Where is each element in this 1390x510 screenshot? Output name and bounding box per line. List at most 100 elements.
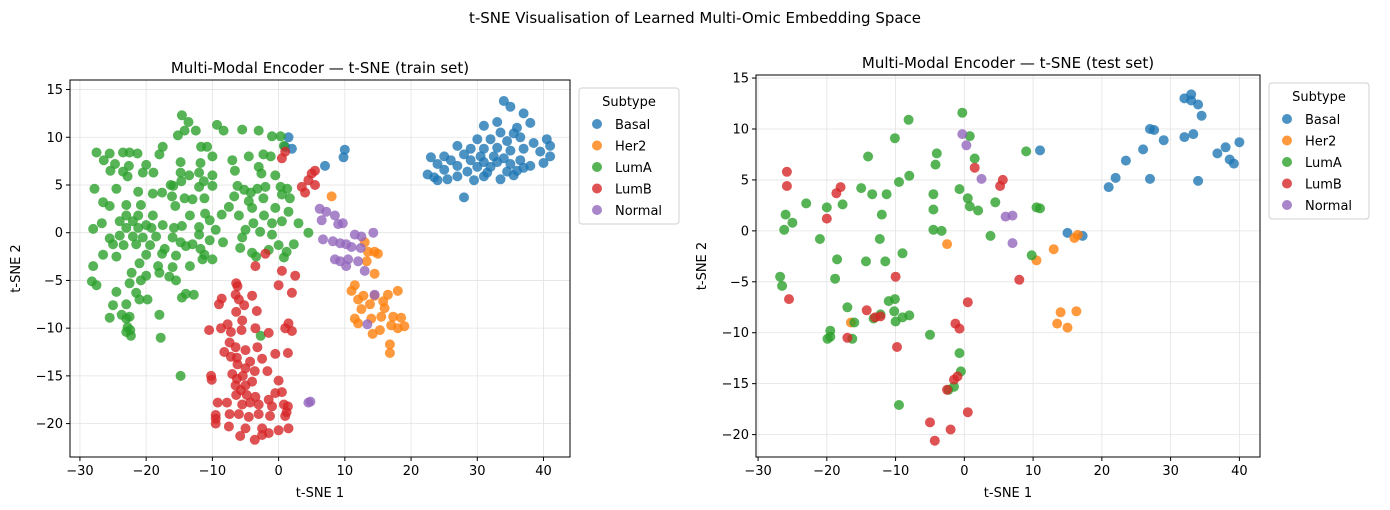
y-tick-label: −15 (722, 377, 749, 392)
data-point-luma (104, 312, 115, 323)
data-point-lumb (231, 390, 242, 400)
data-point-basal (535, 146, 546, 157)
data-point-luma (928, 204, 939, 215)
data-point-luma (111, 183, 122, 194)
data-point-basal (518, 108, 529, 119)
data-point-luma (260, 181, 271, 192)
x-tick-label: −30 (66, 464, 93, 479)
data-point-luma (194, 181, 205, 192)
data-point-lumb (240, 345, 251, 356)
data-point-basal (283, 132, 294, 143)
x-axis-label: t-SNE 1 (296, 486, 344, 501)
data-point-her2 (353, 294, 364, 305)
data-point-luma (108, 300, 118, 311)
x-tick-label: 10 (1025, 464, 1042, 479)
data-point-luma (167, 191, 177, 202)
data-point-luma (131, 239, 142, 250)
legend-marker-basal (592, 119, 602, 129)
data-point-lumb (276, 387, 287, 398)
data-point-lumb (224, 409, 235, 420)
data-point-luma (134, 294, 145, 305)
x-tick-label: 30 (1162, 464, 1179, 479)
data-point-basal (439, 164, 450, 175)
data-point-lumb (225, 351, 236, 362)
data-point-lumb (784, 294, 794, 305)
data-point-luma (165, 180, 176, 190)
y-tick-label: 0 (55, 226, 63, 241)
legend-label-lumb: LumB (615, 183, 652, 198)
data-point-luma (111, 286, 122, 297)
series-luma (775, 107, 1045, 410)
data-point-lumb (260, 248, 271, 259)
data-point-luma (837, 199, 848, 210)
data-point-basal (1120, 155, 1131, 166)
data-point-luma (170, 201, 181, 211)
data-point-her2 (392, 323, 403, 334)
legend-marker-luma (1282, 157, 1292, 167)
data-point-luma (127, 231, 138, 242)
data-point-luma (91, 147, 102, 158)
data-point-her2 (392, 285, 403, 296)
data-point-luma (293, 218, 304, 229)
data-point-lumb (842, 332, 853, 343)
data-point-basal (472, 161, 483, 172)
data-point-lumb (263, 428, 274, 439)
data-point-luma (930, 159, 941, 170)
data-point-lumb (995, 181, 1006, 191)
data-point-her2 (356, 304, 367, 315)
data-point-luma (118, 240, 129, 251)
data-point-normal (368, 227, 379, 238)
legend-marker-her2 (592, 140, 602, 151)
data-point-normal (346, 242, 357, 252)
data-point-basal (508, 170, 519, 181)
x-tick-label: 20 (1094, 464, 1111, 479)
legend-marker-normal (1282, 200, 1292, 210)
data-point-basal (465, 155, 476, 166)
data-point-lumb (273, 375, 284, 386)
data-point-lumb (273, 425, 284, 436)
data-point-luma (121, 210, 132, 221)
data-point-lumb (952, 371, 963, 382)
data-point-her2 (369, 268, 380, 279)
data-point-luma (135, 275, 146, 286)
data-point-basal (445, 155, 456, 166)
data-point-luma (821, 202, 832, 213)
legend-box (578, 87, 680, 225)
data-point-lumb (303, 175, 314, 186)
data-point-luma (1021, 146, 1032, 157)
data-point-lumb (267, 401, 277, 412)
y-tick-label: −20 (722, 428, 749, 443)
y-tick-label: 10 (732, 122, 749, 137)
data-point-luma (147, 210, 158, 221)
data-point-luma (184, 261, 195, 272)
data-point-lumb (263, 327, 274, 338)
data-point-luma (278, 252, 289, 263)
data-point-basal (538, 158, 549, 168)
data-point-normal (359, 265, 370, 276)
series-lumb (204, 146, 320, 445)
data-point-basal (1138, 144, 1149, 155)
data-point-luma (218, 125, 229, 136)
legend-marker-lumb (592, 183, 602, 194)
chart-title: Multi-Modal Encoder — t-SNE (test set) (862, 54, 1154, 72)
data-point-lumb (249, 366, 260, 377)
data-point-luma (179, 193, 190, 204)
data-point-basal (1188, 129, 1199, 140)
axes-frame (755, 74, 1261, 458)
data-point-basal (515, 132, 526, 143)
data-point-luma (175, 157, 186, 168)
chart-title: Multi-Modal Encoder — t-SNE (train set) (171, 59, 469, 77)
data-point-luma (276, 189, 287, 200)
data-point-lumb (210, 418, 221, 429)
data-point-lumb (253, 409, 264, 420)
x-tick-label: −20 (132, 464, 159, 479)
data-point-basal (1103, 182, 1114, 193)
y-tick-label: 15 (46, 83, 63, 98)
data-point-basal (502, 136, 513, 147)
data-point-luma (216, 209, 227, 220)
data-point-her2 (1072, 229, 1083, 240)
data-point-luma (889, 306, 900, 317)
data-point-basal (452, 140, 463, 151)
data-point-basal (492, 117, 503, 127)
data-point-luma (218, 237, 228, 248)
